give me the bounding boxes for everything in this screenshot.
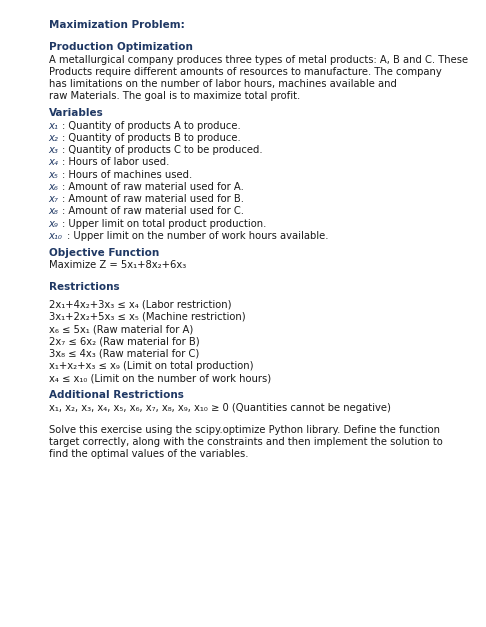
- Text: 3x₁+2x₂+5x₃ ≤ x₅ (Machine restriction): 3x₁+2x₂+5x₃ ≤ x₅ (Machine restriction): [49, 312, 245, 322]
- Text: target correctly, along with the constraints and then implement the solution to: target correctly, along with the constra…: [49, 437, 442, 447]
- Text: Additional Restrictions: Additional Restrictions: [49, 390, 184, 400]
- Text: x₆: x₆: [49, 182, 58, 192]
- Text: x₅: x₅: [49, 169, 58, 179]
- Text: find the optimal values of the variables.: find the optimal values of the variables…: [49, 449, 248, 459]
- Text: x₁: x₁: [49, 120, 58, 130]
- Text: Products require different amounts of resources to manufacture. The company: Products require different amounts of re…: [49, 66, 441, 76]
- Text: Maximize Z = 5x₁+8x₂+6x₃: Maximize Z = 5x₁+8x₂+6x₃: [49, 260, 186, 270]
- Text: Variables: Variables: [49, 108, 104, 119]
- Text: x₈: x₈: [49, 206, 58, 216]
- Text: A metallurgical company produces three types of metal products: A, B and C. Thes: A metallurgical company produces three t…: [49, 55, 468, 65]
- Text: : Hours of machines used.: : Hours of machines used.: [62, 169, 192, 179]
- Text: x₁₀: x₁₀: [49, 231, 63, 241]
- Text: x₇: x₇: [49, 194, 58, 204]
- Text: Production Optimization: Production Optimization: [49, 43, 192, 52]
- Text: x₁+x₂+x₃ ≤ x₉ (Limit on total production): x₁+x₂+x₃ ≤ x₉ (Limit on total production…: [49, 361, 253, 371]
- Text: 2x₁+4x₂+3x₃ ≤ x₄ (Labor restriction): 2x₁+4x₂+3x₃ ≤ x₄ (Labor restriction): [49, 300, 231, 310]
- Text: : Quantity of products C to be produced.: : Quantity of products C to be produced.: [62, 145, 263, 155]
- Text: : Hours of labor used.: : Hours of labor used.: [62, 157, 170, 167]
- Text: has limitations on the number of labor hours, machines available and: has limitations on the number of labor h…: [49, 79, 397, 89]
- Text: x₄ ≤ x₁₀ (Limit on the number of work hours): x₄ ≤ x₁₀ (Limit on the number of work ho…: [49, 373, 271, 383]
- Text: : Upper limit on total product production.: : Upper limit on total product productio…: [62, 218, 267, 228]
- Text: x₂: x₂: [49, 133, 58, 143]
- Text: Maximization Problem:: Maximization Problem:: [49, 20, 184, 30]
- Text: Restrictions: Restrictions: [49, 282, 119, 292]
- Text: : Amount of raw material used for C.: : Amount of raw material used for C.: [62, 206, 244, 216]
- Text: x₄: x₄: [49, 157, 58, 167]
- Text: : Quantity of products B to produce.: : Quantity of products B to produce.: [62, 133, 241, 143]
- Text: x₃: x₃: [49, 145, 58, 155]
- Text: Solve this exercise using the scipy.optimize Python library. Define the function: Solve this exercise using the scipy.opti…: [49, 424, 440, 435]
- Text: : Quantity of products A to produce.: : Quantity of products A to produce.: [62, 120, 241, 130]
- Text: x₉: x₉: [49, 218, 58, 228]
- Text: raw Materials. The goal is to maximize total profit.: raw Materials. The goal is to maximize t…: [49, 91, 300, 101]
- Text: : Upper limit on the number of work hours available.: : Upper limit on the number of work hour…: [67, 231, 329, 241]
- Text: x₆ ≤ 5x₁ (Raw material for A): x₆ ≤ 5x₁ (Raw material for A): [49, 324, 193, 334]
- Text: x₁, x₂, x₃, x₄, x₅, x₆, x₇, x₈, x₉, x₁₀ ≥ 0 (Quantities cannot be negative): x₁, x₂, x₃, x₄, x₅, x₆, x₇, x₈, x₉, x₁₀ …: [49, 403, 390, 413]
- Text: Objective Function: Objective Function: [49, 248, 159, 258]
- Text: : Amount of raw material used for A.: : Amount of raw material used for A.: [62, 182, 244, 192]
- Text: 3x₈ ≤ 4x₃ (Raw material for C): 3x₈ ≤ 4x₃ (Raw material for C): [49, 349, 199, 359]
- Text: 2x₇ ≤ 6x₂ (Raw material for B): 2x₇ ≤ 6x₂ (Raw material for B): [49, 336, 199, 346]
- Text: : Amount of raw material used for B.: : Amount of raw material used for B.: [62, 194, 244, 204]
